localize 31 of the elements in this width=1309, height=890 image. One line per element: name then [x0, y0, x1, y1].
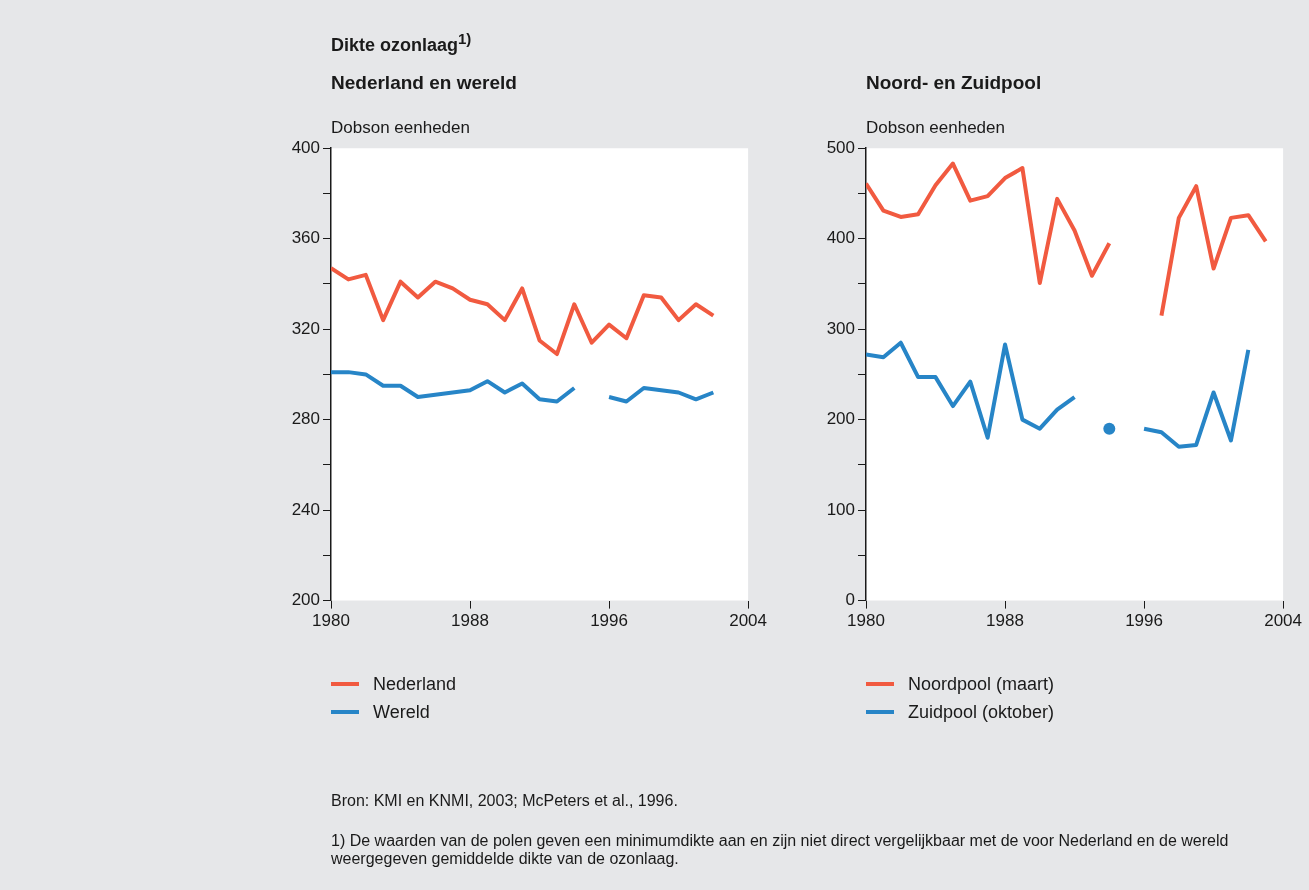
y-tick-label: 280	[291, 409, 320, 429]
chart-subtitle: Nederland en wereld	[331, 72, 517, 94]
x-tick-label: 1980	[312, 611, 350, 631]
y-tick-label: 240	[291, 499, 320, 519]
x-tick-label: 2004	[1264, 611, 1302, 631]
legend-label: Nederland	[373, 673, 457, 695]
x-tick-label: 1996	[1125, 611, 1163, 631]
y-tick-label: 400	[291, 137, 320, 157]
y-tick-label: 0	[845, 590, 855, 610]
y-tick-label: 320	[291, 318, 320, 338]
x-tick-label: 1980	[847, 611, 885, 631]
legend-label: Noordpool (maart)	[908, 673, 1055, 695]
text: Bron: KMI en KNMI, 2003; McPeters et al., 1996.	[331, 792, 679, 810]
y-tick-label: 100	[826, 499, 855, 519]
chart-title: Noord- en Zuidpool	[866, 72, 1042, 94]
y-tick-label: 400	[826, 228, 855, 248]
x-tick-label: 1996	[590, 611, 628, 631]
y-tick-label: 360	[291, 228, 320, 248]
y-axis-title: Dobson eenheden	[866, 118, 1005, 138]
text: 1) De waarden van de polen geven een minimumdikte aan en zijn niet direct vergelijkbaar met de voor Nederland en de wereld weergegeven gemiddelde dikte van de ozonlaag.	[331, 832, 1230, 868]
y-tick-label: 500	[826, 137, 855, 157]
y-tick-label: 200	[291, 590, 320, 610]
x-tick-label: 2004	[729, 611, 767, 631]
y-axis-title: Dobson eenheden	[331, 118, 470, 138]
legend-label: Zuidpool (oktober)	[908, 701, 1055, 723]
chart-title: Dikte ozonlaag$^{1)}$	[331, 30, 472, 55]
y-tick-label: 300	[826, 318, 855, 338]
x-tick-label: 1988	[986, 611, 1024, 631]
legend-label: Wereld	[373, 701, 430, 723]
x-tick-label: 1988	[451, 611, 489, 631]
y-tick-label: 200	[826, 409, 855, 429]
